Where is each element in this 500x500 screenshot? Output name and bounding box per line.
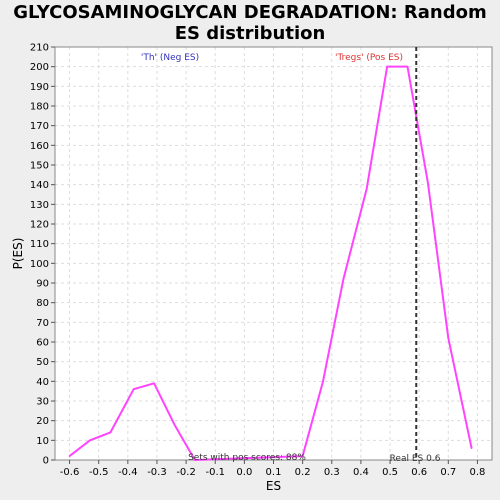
x-tick-label: -0.2 bbox=[176, 467, 196, 478]
y-tick-label: 120 bbox=[30, 220, 49, 231]
axes: 0 10 20 30 40 50 60 70 80 90 100 110 120 130 140 150 160… bbox=[11, 43, 485, 494]
y-tick-label: 20 bbox=[36, 416, 49, 427]
series-line bbox=[68, 65, 473, 461]
x-tick-label: 0.1 bbox=[266, 467, 282, 478]
data-point bbox=[301, 455, 304, 457]
y-axis-label: P(ES) bbox=[11, 238, 25, 270]
data-point bbox=[173, 423, 176, 426]
annotations: 'Th' (Neg ES) 'Tregs' (Pos ES) Sets with p… bbox=[141, 47, 441, 464]
data-point bbox=[322, 380, 324, 383]
data-point bbox=[447, 337, 450, 339]
data-point bbox=[132, 388, 135, 391]
real-es-label: Real ES 0.6 bbox=[390, 454, 441, 464]
x-tick-label: 0.4 bbox=[353, 467, 369, 478]
data-point bbox=[342, 278, 345, 280]
x-tick-label: -0.1 bbox=[205, 467, 225, 478]
y-tick-label: 180 bbox=[30, 102, 49, 113]
data-point bbox=[89, 439, 91, 442]
data-point bbox=[406, 65, 409, 68]
neg-es-label: 'Th' (Neg ES) bbox=[141, 53, 199, 63]
x-tick-label: 0.8 bbox=[469, 467, 485, 478]
data-point bbox=[427, 181, 429, 184]
y-tick-label: 70 bbox=[36, 318, 49, 329]
y-tick-label: 80 bbox=[36, 298, 49, 309]
x-tick-label: -0.4 bbox=[118, 467, 138, 478]
y-tick-label: 110 bbox=[30, 239, 49, 250]
y-tick-label: 50 bbox=[36, 357, 49, 368]
y-tick-label: 40 bbox=[36, 377, 49, 388]
chart-title-line1: GLYCOSAMINOGLYCAN DEGRADATION: Random bbox=[13, 2, 487, 23]
x-tick-label: 0.0 bbox=[236, 467, 252, 478]
y-tick-label: 90 bbox=[36, 279, 49, 290]
x-tick-label: 0.6 bbox=[411, 467, 427, 478]
x-tick-label: 0.7 bbox=[440, 467, 456, 478]
x-tick-label: 0.3 bbox=[324, 467, 340, 478]
data-point bbox=[68, 455, 71, 457]
y-tick-label: 130 bbox=[30, 200, 49, 211]
data-point bbox=[386, 65, 388, 68]
pos-scores-label: Sets with pos scores: 88% bbox=[188, 453, 306, 463]
x-tick-label: 0.2 bbox=[295, 467, 311, 478]
y-tick-label: 0 bbox=[43, 456, 49, 467]
data-point bbox=[365, 187, 368, 190]
y-tick-label: 190 bbox=[30, 82, 49, 93]
y-tick-label: 100 bbox=[30, 259, 49, 270]
y-tick-label: 150 bbox=[30, 161, 49, 172]
y-tick-label: 210 bbox=[30, 43, 49, 54]
y-tick-label: 170 bbox=[30, 121, 49, 132]
data-point bbox=[470, 447, 473, 450]
x-axis-label: ES bbox=[266, 479, 281, 493]
x-tick-label: 0.5 bbox=[382, 467, 398, 478]
x-tick-label: -0.5 bbox=[89, 467, 109, 478]
data-point bbox=[194, 459, 196, 461]
y-tick-label: 160 bbox=[30, 141, 49, 152]
y-tick-label: 200 bbox=[30, 62, 49, 73]
data-point bbox=[109, 431, 112, 434]
data-point bbox=[153, 382, 155, 385]
x-tick-label: -0.3 bbox=[147, 467, 167, 478]
grid bbox=[55, 46, 492, 461]
chart-title-line2: ES distribution bbox=[174, 23, 326, 44]
series-layer bbox=[68, 65, 473, 461]
x-tick-label: -0.6 bbox=[60, 467, 80, 478]
y-tick-label: 60 bbox=[36, 338, 49, 349]
y-tick-label: 10 bbox=[36, 436, 49, 447]
y-tick-label: 140 bbox=[30, 180, 49, 191]
y-tick-label: 30 bbox=[36, 397, 49, 408]
chart-title: GLYCOSAMINOGLYCAN DEGRADATION: Random ES… bbox=[0, 2, 500, 44]
pos-es-label: 'Tregs' (Pos ES) bbox=[335, 53, 403, 63]
